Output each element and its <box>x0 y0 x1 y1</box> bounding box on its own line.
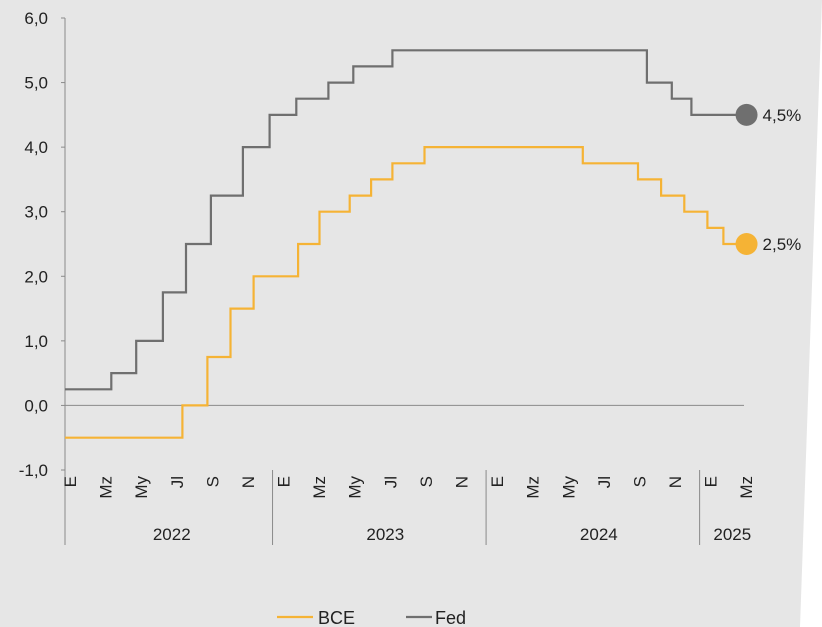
x-tick-label: My <box>346 476 365 499</box>
x-tick-label: Mz <box>310 476 329 499</box>
x-tick-label: Mz <box>524 476 543 499</box>
y-tick-label: 3,0 <box>24 203 48 222</box>
y-tick-label: 2,0 <box>24 267 48 286</box>
end-label-bce: 2,5% <box>763 235 802 254</box>
x-tick-label: E <box>702 476 721 487</box>
y-tick-label: 1,0 <box>24 332 48 351</box>
x-tick-label: E <box>488 476 507 487</box>
year-label: 2023 <box>366 525 404 544</box>
series-line-bce <box>65 146 747 439</box>
x-tick-label: S <box>630 476 649 487</box>
x-tick-label: S <box>417 476 436 487</box>
axes-layer <box>61 17 744 545</box>
y-tick-label: 0,0 <box>24 396 48 415</box>
legend-label-bce: BCE <box>318 608 355 627</box>
series-layer <box>65 49 758 439</box>
year-label: 2025 <box>713 525 751 544</box>
legend: BCE Fed <box>277 608 466 627</box>
year-label: 2024 <box>580 525 618 544</box>
x-tick-label: My <box>559 476 578 499</box>
y-tick-label: 4,0 <box>24 138 48 157</box>
x-tick-label: E <box>61 476 80 487</box>
x-tick-label: N <box>239 476 258 488</box>
end-marker-bce <box>735 233 758 255</box>
x-tick-label: Jl <box>381 476 400 488</box>
x-tick-label: Jl <box>168 476 187 488</box>
legend-label-fed: Fed <box>435 608 466 627</box>
y-tick-label: 5,0 <box>24 74 48 93</box>
x-tick-label: My <box>132 476 151 499</box>
end-marker-fed <box>735 103 758 126</box>
end-label-fed: 4,5% <box>763 106 802 125</box>
x-tick-label: Mz <box>737 476 756 499</box>
x-tick-label: N <box>666 476 685 488</box>
y-tick-label: -1,0 <box>19 461 48 480</box>
labels-layer: -1,0 0,0 1,0 2,0 3,0 4,0 5,0 6,0 E Mz My Jl S N E Mz My J… <box>19 9 802 544</box>
y-tick-label: 6,0 <box>24 9 48 28</box>
x-tick-label: E <box>275 476 294 487</box>
x-tick-label: S <box>203 476 222 487</box>
x-tick-label: Jl <box>595 476 614 488</box>
series-line-fed <box>65 49 747 391</box>
x-tick-label: N <box>452 476 471 488</box>
x-tick-label: Mz <box>97 476 116 499</box>
year-label: 2022 <box>153 525 191 544</box>
